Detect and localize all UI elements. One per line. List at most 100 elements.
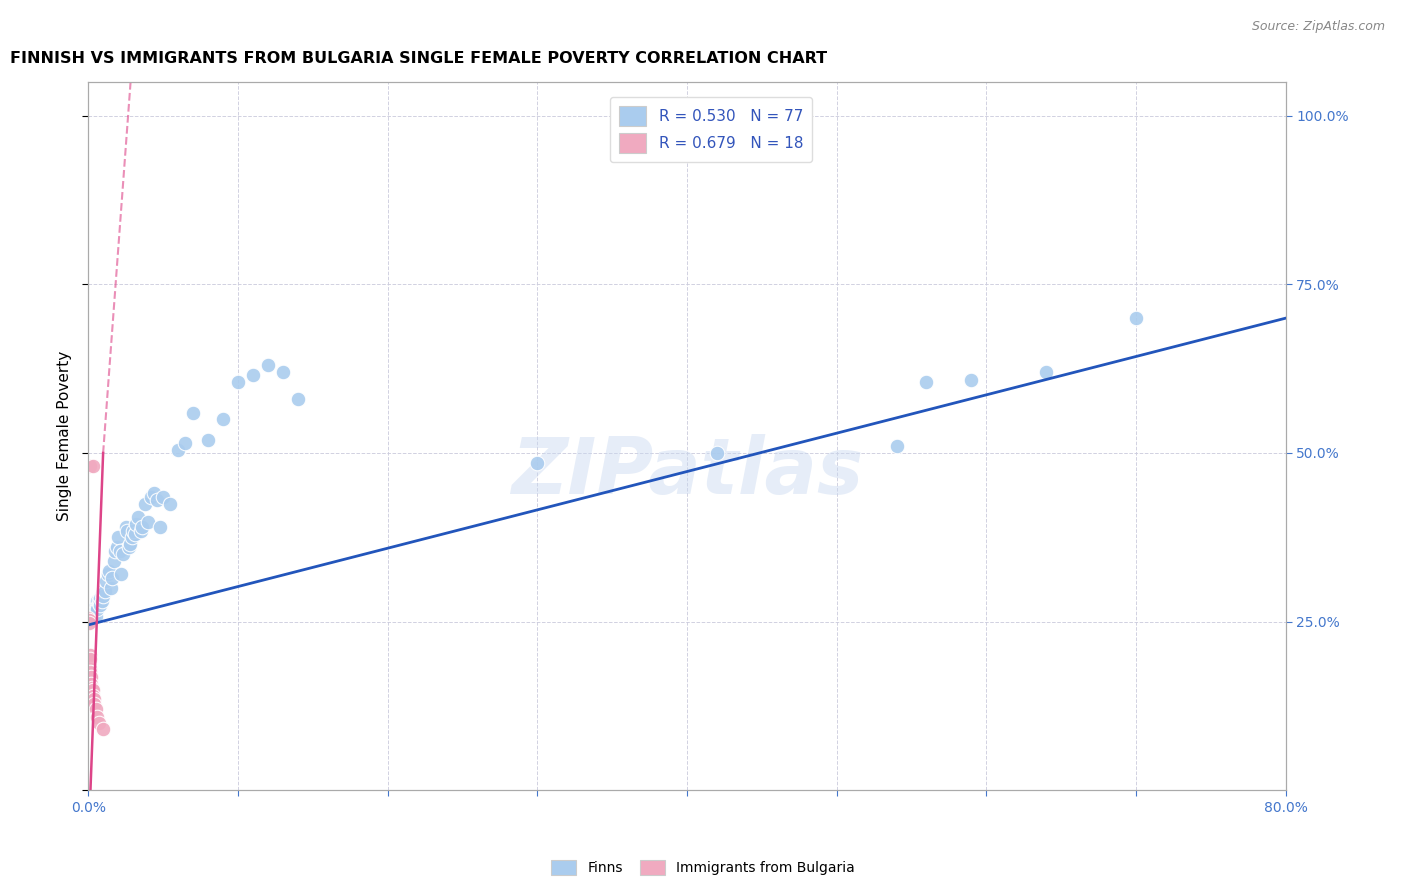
Point: [94, 574, 117, 588]
Point: [84, 609, 107, 624]
Point: [84, 601, 107, 615]
Point: [82, 683, 104, 698]
Point: [108, 543, 131, 558]
Point: [152, 490, 174, 504]
Point: [87, 596, 110, 610]
Point: [93, 584, 115, 599]
Point: [83, 604, 105, 618]
Point: [82, 689, 104, 703]
Point: [90, 594, 112, 608]
Point: [271, 365, 294, 379]
Point: [174, 435, 197, 450]
Point: [120, 537, 142, 551]
Point: [82, 607, 104, 621]
Point: [960, 373, 983, 387]
Legend: Finns, Immigrants from Bulgaria: Finns, Immigrants from Bulgaria: [546, 855, 860, 880]
Point: [91, 723, 114, 737]
Point: [129, 524, 152, 538]
Point: [79, 651, 101, 665]
Point: [80, 676, 103, 690]
Point: [83, 601, 105, 615]
Point: [197, 433, 219, 447]
Point: [100, 581, 122, 595]
Point: [110, 567, 132, 582]
Point: [242, 368, 264, 383]
Point: [115, 524, 138, 538]
Point: [1035, 365, 1057, 379]
Point: [98, 564, 121, 578]
Point: [117, 541, 139, 555]
Point: [104, 543, 127, 558]
Point: [83, 692, 105, 706]
Point: [80, 681, 103, 695]
Point: [124, 527, 146, 541]
Point: [143, 486, 166, 500]
Point: [121, 530, 143, 544]
Point: [91, 589, 114, 603]
Text: Source: ZipAtlas.com: Source: ZipAtlas.com: [1251, 20, 1385, 33]
Point: [86, 602, 108, 616]
Point: [86, 594, 108, 608]
Point: [77, 611, 100, 625]
Point: [80, 670, 103, 684]
Legend: R = 0.530   N = 77, R = 0.679   N = 18: R = 0.530 N = 77, R = 0.679 N = 18: [610, 97, 813, 162]
Point: [159, 497, 181, 511]
Point: [79, 611, 101, 625]
Point: [79, 665, 101, 680]
Point: [82, 459, 104, 474]
Point: [181, 405, 204, 419]
Point: [526, 456, 548, 470]
Point: [84, 598, 107, 612]
Point: [79, 611, 101, 625]
Point: [79, 662, 101, 676]
Point: [82, 611, 104, 625]
Text: FINNISH VS IMMIGRANTS FROM BULGARIA SINGLE FEMALE POVERTY CORRELATION CHART: FINNISH VS IMMIGRANTS FROM BULGARIA SING…: [10, 51, 828, 66]
Point: [87, 715, 110, 730]
Point: [86, 599, 108, 614]
Point: [101, 571, 124, 585]
Point: [80, 607, 103, 622]
Point: [82, 609, 104, 624]
Point: [79, 459, 101, 474]
Point: [79, 607, 101, 622]
Point: [111, 547, 134, 561]
Point: [83, 697, 105, 711]
Point: [131, 520, 153, 534]
Point: [84, 702, 107, 716]
Point: [226, 375, 249, 389]
Point: [82, 602, 104, 616]
Point: [122, 524, 145, 538]
Point: [127, 510, 149, 524]
Point: [886, 439, 908, 453]
Point: [114, 520, 136, 534]
Point: [149, 520, 172, 534]
Point: [125, 516, 148, 531]
Point: [136, 515, 159, 529]
Point: [706, 446, 728, 460]
Point: [256, 359, 278, 373]
Point: [89, 598, 111, 612]
Point: [80, 604, 103, 618]
Point: [86, 710, 108, 724]
Point: [134, 497, 156, 511]
Point: [91, 584, 114, 599]
Y-axis label: Single Female Poverty: Single Female Poverty: [58, 351, 72, 521]
Point: [167, 442, 190, 457]
Point: [139, 490, 162, 504]
Point: [77, 613, 100, 627]
Point: [80, 611, 103, 625]
Point: [79, 615, 101, 630]
Point: [80, 611, 103, 625]
Point: [146, 493, 169, 508]
Point: [79, 648, 101, 663]
Point: [287, 392, 309, 406]
Point: [105, 541, 128, 555]
Text: ZIPatlas: ZIPatlas: [510, 434, 863, 509]
Point: [915, 375, 938, 389]
Point: [89, 591, 111, 605]
Point: [212, 412, 235, 426]
Point: [90, 588, 112, 602]
Point: [97, 567, 120, 582]
Point: [107, 530, 129, 544]
Point: [1125, 311, 1147, 326]
